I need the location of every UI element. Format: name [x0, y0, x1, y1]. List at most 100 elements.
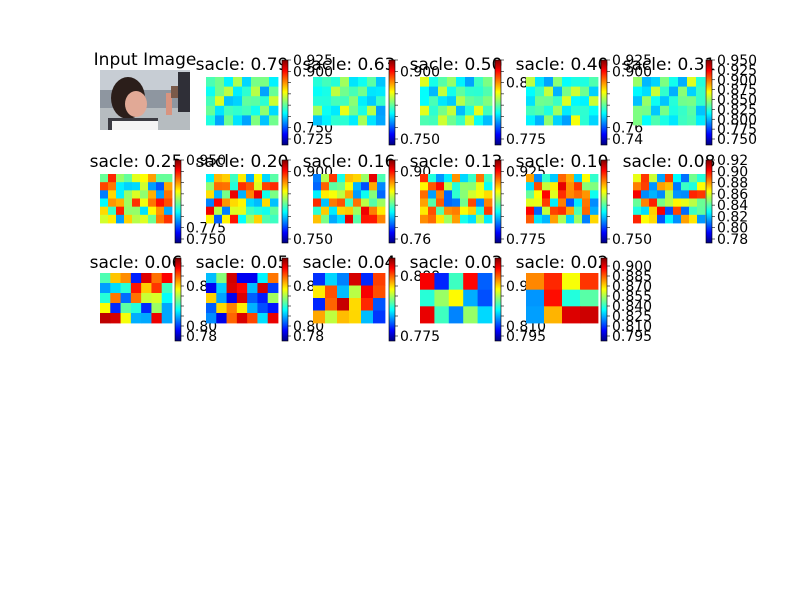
heatmap-cell [132, 214, 141, 224]
heatmap-cell [434, 289, 450, 307]
heatmap-cell [660, 96, 670, 107]
heatmap-cell [589, 86, 599, 97]
heatmap-cells [526, 174, 599, 224]
heatmap-cell [206, 86, 216, 97]
heatmap-cell [484, 206, 493, 216]
heatmap-cell [428, 182, 437, 191]
heatmap-cells [633, 174, 706, 224]
heatmap-cell [580, 96, 590, 107]
heatmap-cell [120, 283, 132, 294]
heatmap-cell [476, 206, 485, 216]
heatmap-cell [463, 306, 478, 324]
heatmap-cell [340, 105, 350, 116]
heatmap-cell [641, 214, 650, 224]
heatmap-cell [246, 206, 255, 216]
heatmap-cell [436, 198, 445, 208]
heatmap-cell [649, 198, 658, 208]
heatmap-cell [558, 198, 567, 208]
heatmap-cell [236, 303, 248, 314]
heatmap-cell [337, 214, 346, 224]
heatmap-cells [420, 77, 493, 126]
heatmap-cell [140, 206, 149, 216]
heatmap-cell [369, 174, 378, 183]
heatmap-panel: sacle: 0.08 0.920.900.880.860.840.820.800… [623, 152, 749, 248]
heatmap-cell [651, 96, 661, 107]
heatmap-cell [526, 206, 535, 216]
heatmap-cell [429, 86, 439, 97]
heatmap-cell [580, 273, 599, 291]
heatmap-cell [349, 77, 359, 87]
heatmap-cell [262, 190, 271, 199]
heatmap-cell [651, 105, 661, 116]
heatmap-cell [582, 182, 591, 191]
heatmap-cell [438, 77, 448, 87]
heatmap-cell [550, 174, 559, 183]
heatmap-cell [361, 198, 370, 208]
heatmap-cell [447, 77, 457, 87]
heatmap-cell [642, 77, 652, 87]
heatmap-cell [100, 313, 111, 324]
heatmap-cell [447, 115, 457, 126]
heatmap-cell [367, 105, 377, 116]
heatmap-cell [322, 115, 332, 126]
heatmap-cell [377, 206, 386, 216]
heatmap-cell [420, 96, 430, 107]
heatmap-cell [361, 182, 370, 191]
colorbar-tick-label: 0.82 [717, 209, 748, 225]
heatmap-cell [340, 96, 350, 107]
colorbar-tick-label: 0.795 [506, 329, 546, 345]
heatmap-cell [141, 313, 152, 324]
panel-title: sacle: 0.13 [410, 152, 503, 172]
heatmap-cell [420, 206, 429, 216]
heatmap-cell [251, 105, 261, 116]
heatmap-panel: sacle: 0.500.880.775 [410, 55, 546, 148]
heatmap-cell [313, 285, 326, 299]
heatmap-panel: sacle: 0.31 0.9500.9250.9000.8750.8500.82… [623, 53, 757, 148]
heatmap-cell [161, 273, 173, 284]
heatmap-cell [124, 182, 133, 191]
heatmap-cell [222, 214, 231, 224]
heatmap-cell [429, 115, 439, 126]
heatmap-cell [100, 190, 109, 199]
heatmap-cell [582, 174, 591, 183]
heatmap-panel: sacle: 0.10 0.750 [516, 152, 652, 248]
heatmap-cell [483, 115, 493, 126]
colorbar-tick-label: 0.795 [612, 329, 652, 345]
colorbar [174, 159, 182, 244]
heatmap-cell [681, 198, 690, 208]
heatmap-cell [642, 96, 652, 107]
heatmap-cell [484, 198, 493, 208]
heatmap-cell [140, 198, 149, 208]
heatmap-cell [100, 214, 109, 224]
heatmap-cell [420, 190, 429, 199]
heatmap-cell [148, 182, 157, 191]
heatmap-cell [110, 293, 121, 304]
heatmap-cell [206, 105, 216, 116]
heatmap-cell [262, 206, 271, 216]
heatmap-cell [108, 198, 117, 208]
heatmap-cell [369, 198, 378, 208]
heatmap-cell [483, 77, 493, 87]
colorbar [600, 257, 608, 342]
heatmap-cell [697, 174, 706, 183]
heatmap-cell [325, 285, 338, 299]
heatmap-cell [267, 313, 279, 324]
heatmap-cell [251, 86, 261, 97]
heatmap-cell [689, 206, 698, 216]
heatmap-cell [377, 198, 386, 208]
heatmap-cell [206, 96, 216, 107]
heatmap-cell [657, 206, 666, 216]
heatmap-cell [215, 77, 225, 87]
heatmap-cell [214, 206, 223, 216]
heatmap-cell [580, 115, 590, 126]
heatmap-cell [230, 198, 239, 208]
heatmap-cell [337, 206, 346, 216]
heatmap-cell [233, 86, 243, 97]
heatmap-cell [438, 86, 448, 97]
heatmap-cell [484, 214, 493, 224]
heatmap-cell [361, 174, 370, 183]
colorbar-tick-label: 0.885 [612, 269, 652, 285]
heatmap-cell [641, 174, 650, 183]
heatmap-cell [236, 273, 248, 284]
heatmap-cell [140, 174, 149, 183]
